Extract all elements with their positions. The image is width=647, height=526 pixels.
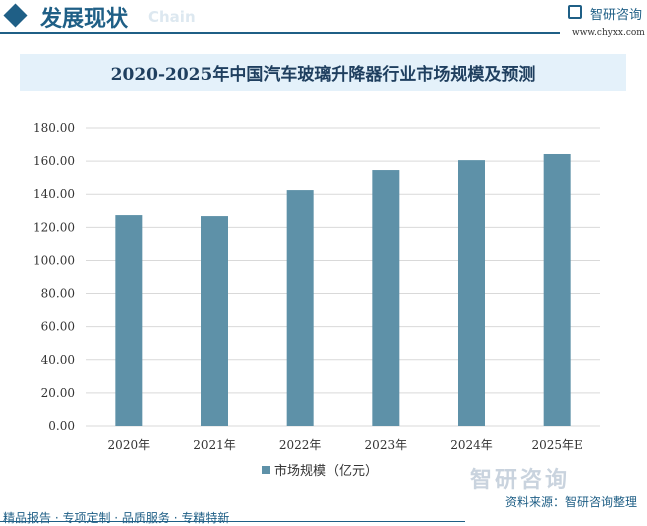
x-tick-label: 2022年 xyxy=(279,438,322,452)
chart-title-box: 2020-2025年中国汽车玻璃升降器行业市场规模及预测 xyxy=(20,54,626,91)
bar xyxy=(372,170,400,426)
bar xyxy=(543,153,571,426)
bar xyxy=(458,160,485,426)
header-subtitle: Chain xyxy=(148,8,196,26)
x-tick-label: 2021年 xyxy=(193,438,236,452)
bar xyxy=(286,190,314,426)
x-tick-label: 2025年E xyxy=(532,438,583,452)
header-title: 发展现状 xyxy=(40,6,129,32)
y-tick-label: 40.00 xyxy=(41,353,75,367)
y-tick-label: 140.00 xyxy=(33,187,75,201)
y-tick-label: 180.00 xyxy=(33,121,75,135)
logo-icon xyxy=(568,5,582,19)
y-tick-label: 20.00 xyxy=(41,386,75,400)
x-tick-label: 2023年 xyxy=(365,438,408,452)
footer-slogan: 精品报告 · 专项定制 · 品质服务 · 专精特新 xyxy=(3,511,230,525)
logo-text: 智研咨询 xyxy=(590,8,643,23)
header-divider xyxy=(0,32,560,34)
y-tick-label: 100.00 xyxy=(33,253,75,267)
bar xyxy=(201,216,228,426)
y-tick-label: 0.00 xyxy=(48,419,75,433)
x-tick-label: 2024年 xyxy=(450,438,493,452)
legend-label: 市场规模（亿元） xyxy=(274,464,379,479)
y-tick-label: 120.00 xyxy=(33,220,75,234)
y-tick-label: 160.00 xyxy=(33,154,75,168)
bar xyxy=(115,215,143,426)
legend-swatch xyxy=(262,465,270,474)
legend: 市场规模（亿元） xyxy=(262,460,378,479)
watermark-logo: 智研咨询 xyxy=(470,468,571,493)
source-note: 资料来源：智研咨询整理 xyxy=(505,495,638,509)
y-tick-label: 60.00 xyxy=(41,320,75,334)
chart-title: 2020-2025年中国汽车玻璃升降器行业市场规模及预测 xyxy=(110,65,536,85)
logo-url: www.chyxx.com xyxy=(572,28,645,38)
y-tick-label: 80.00 xyxy=(41,287,75,301)
x-tick-label: 2020年 xyxy=(108,438,151,452)
